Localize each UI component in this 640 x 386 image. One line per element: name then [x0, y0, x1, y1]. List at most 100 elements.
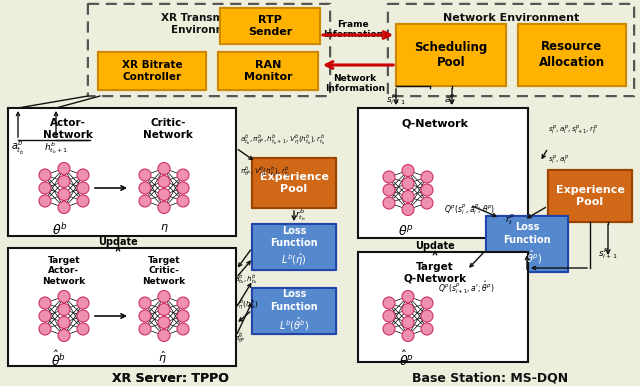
Circle shape — [39, 297, 51, 309]
Text: $\hat{\eta}$: $\hat{\eta}$ — [157, 350, 166, 366]
FancyBboxPatch shape — [8, 108, 236, 236]
Circle shape — [402, 303, 414, 315]
Circle shape — [177, 195, 189, 207]
Text: $a^b_{t_b}, \pi^b_{\theta^b}, h^b_{t_b+1}, V^b_\eta(h^b_{t_b}), r^b_{t_b}$: $a^b_{t_b}, \pi^b_{\theta^b}, h^b_{t_b+1… — [240, 132, 326, 147]
Text: $s^p_{i+1}$: $s^p_{i+1}$ — [598, 247, 618, 261]
Circle shape — [77, 310, 89, 322]
Text: $r^b_{t_b}$: $r^b_{t_b}$ — [294, 207, 305, 223]
Text: $\pi^b_{\theta^b}, V^b_\eta(h^b_{t_b}), r^b_{t_b}$: $\pi^b_{\theta^b}, V^b_\eta(h^b_{t_b}), … — [240, 164, 291, 179]
FancyBboxPatch shape — [98, 52, 206, 90]
Text: Target
Actor-
Network: Target Actor- Network — [42, 256, 86, 286]
FancyBboxPatch shape — [218, 52, 318, 90]
Circle shape — [77, 297, 89, 309]
Text: $\eta$: $\eta$ — [159, 222, 168, 234]
Circle shape — [58, 176, 70, 188]
Text: Loss
Function
$L^b(\hat{\eta})$: Loss Function $L^b(\hat{\eta})$ — [270, 226, 318, 268]
Text: $r^p_t$: $r^p_t$ — [505, 213, 515, 227]
Circle shape — [177, 182, 189, 194]
Circle shape — [139, 310, 151, 322]
Circle shape — [139, 195, 151, 207]
FancyBboxPatch shape — [252, 158, 336, 208]
Text: $s^p_{i+1}$: $s^p_{i+1}$ — [386, 93, 406, 107]
Text: Target
Q-Network: Target Q-Network — [403, 262, 467, 284]
FancyBboxPatch shape — [252, 224, 336, 270]
FancyBboxPatch shape — [548, 170, 632, 222]
Text: $V^b_\eta(h^b_{t_b})$: $V^b_\eta(h^b_{t_b})$ — [234, 298, 259, 312]
Text: $\pi^b_{\hat{\theta}^b}$: $\pi^b_{\hat{\theta}^b}$ — [234, 331, 246, 345]
Circle shape — [402, 203, 414, 215]
Circle shape — [58, 188, 70, 200]
Circle shape — [383, 171, 395, 183]
Text: Update: Update — [98, 237, 138, 247]
Circle shape — [58, 163, 70, 174]
Circle shape — [383, 184, 395, 196]
Circle shape — [402, 178, 414, 190]
Circle shape — [421, 184, 433, 196]
Circle shape — [139, 169, 151, 181]
Circle shape — [158, 163, 170, 174]
Text: RTP
Sender: RTP Sender — [248, 15, 292, 37]
Circle shape — [158, 201, 170, 213]
FancyBboxPatch shape — [358, 108, 528, 238]
FancyBboxPatch shape — [220, 8, 320, 44]
Text: $a^b_{t_b}, h^b_{t_b}$: $a^b_{t_b}, h^b_{t_b}$ — [234, 273, 257, 287]
Circle shape — [177, 310, 189, 322]
Circle shape — [402, 191, 414, 203]
Text: XR Server: TPPO: XR Server: TPPO — [111, 371, 228, 384]
Text: Experience
Pool: Experience Pool — [556, 185, 625, 207]
Text: $a^p_i$: $a^p_i$ — [444, 93, 456, 107]
Circle shape — [177, 297, 189, 309]
Circle shape — [39, 310, 51, 322]
Circle shape — [158, 303, 170, 315]
Text: $Q^p(s^p_i, a^p_i; \theta^p)$: $Q^p(s^p_i, a^p_i; \theta^p)$ — [444, 203, 495, 217]
FancyBboxPatch shape — [486, 216, 568, 272]
Text: $\hat{\theta}^p$: $\hat{\theta}^p$ — [399, 350, 413, 369]
Text: $a^b_{t_b}$: $a^b_{t_b}$ — [12, 139, 25, 157]
Text: Network
Information: Network Information — [325, 74, 385, 93]
Text: $h^b_{t_b+1}$: $h^b_{t_b+1}$ — [44, 140, 68, 156]
Circle shape — [158, 188, 170, 200]
Circle shape — [421, 297, 433, 309]
Circle shape — [383, 197, 395, 209]
Text: $\theta^b$: $\theta^b$ — [52, 222, 68, 238]
Text: RAN
Monitor: RAN Monitor — [244, 60, 292, 82]
Circle shape — [39, 182, 51, 194]
Text: Experience
Pool: Experience Pool — [260, 172, 328, 194]
FancyBboxPatch shape — [396, 24, 506, 86]
Text: Update: Update — [415, 241, 455, 251]
Text: $\theta^p$: $\theta^p$ — [398, 224, 414, 238]
Text: $\hat{\theta}^b$: $\hat{\theta}^b$ — [51, 350, 65, 369]
Circle shape — [421, 171, 433, 183]
Circle shape — [58, 330, 70, 342]
Circle shape — [77, 169, 89, 181]
Circle shape — [58, 291, 70, 303]
Text: $s^p_i, a^p_i, s^p_{i+1}, r^p_t$: $s^p_i, a^p_i, s^p_{i+1}, r^p_t$ — [548, 124, 598, 137]
Text: Scheduling
Pool: Scheduling Pool — [414, 41, 488, 69]
Circle shape — [139, 297, 151, 309]
FancyBboxPatch shape — [252, 288, 336, 334]
Text: $Q^p(s^p_{i+1}, a'; \hat{\theta}^p)$: $Q^p(s^p_{i+1}, a'; \hat{\theta}^p)$ — [438, 279, 494, 296]
Circle shape — [421, 197, 433, 209]
Circle shape — [39, 323, 51, 335]
FancyBboxPatch shape — [358, 252, 528, 362]
Circle shape — [402, 164, 414, 176]
Circle shape — [77, 323, 89, 335]
Text: Loss
Function
$L^p(\hat{\theta}^p)$: Loss Function $L^p(\hat{\theta}^p)$ — [503, 222, 551, 266]
Text: XR Transmission
Environment: XR Transmission Environment — [161, 13, 257, 35]
Circle shape — [77, 195, 89, 207]
Text: Network Environment: Network Environment — [443, 13, 579, 23]
Circle shape — [402, 317, 414, 328]
Circle shape — [177, 323, 189, 335]
FancyBboxPatch shape — [8, 248, 236, 366]
Text: Actor-
Network: Actor- Network — [43, 118, 93, 140]
Circle shape — [402, 291, 414, 303]
Text: $s^p_i, a^p_i$: $s^p_i, a^p_i$ — [548, 154, 569, 166]
Text: XR Bitrate
Controller: XR Bitrate Controller — [122, 60, 182, 82]
FancyBboxPatch shape — [518, 24, 626, 86]
Circle shape — [177, 169, 189, 181]
Text: Target
Critic-
Network: Target Critic- Network — [143, 256, 186, 286]
Circle shape — [139, 182, 151, 194]
Circle shape — [139, 323, 151, 335]
Circle shape — [77, 182, 89, 194]
Circle shape — [158, 291, 170, 303]
